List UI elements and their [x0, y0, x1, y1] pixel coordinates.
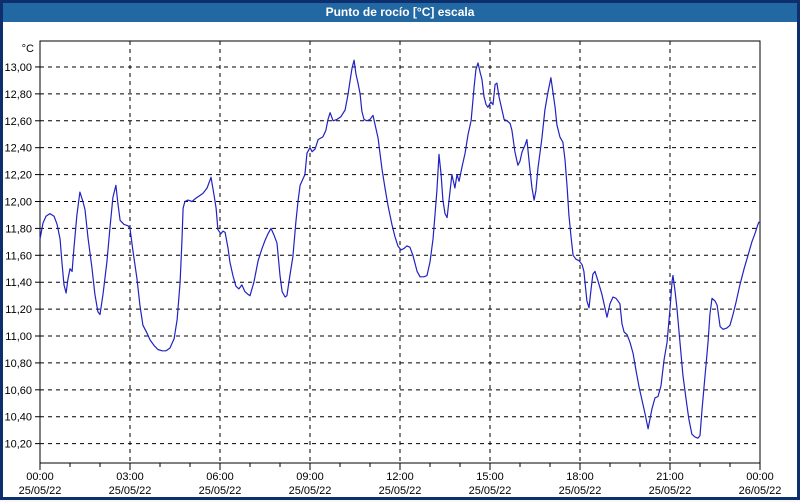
y-tick-label: 11,80 [5, 223, 32, 235]
y-tick-label: 12,00 [4, 196, 32, 208]
x-date-label: 25/05/22 [559, 485, 602, 497]
y-tick-label: 12,40 [4, 143, 32, 155]
y-unit-label: °C [22, 43, 34, 55]
x-date-label: 25/05/22 [379, 485, 422, 497]
x-date-label: 26/05/22 [739, 485, 782, 497]
x-time-label: 00:00 [746, 471, 774, 483]
x-date-label: 25/05/22 [649, 485, 692, 497]
x-date-label: 25/05/22 [109, 485, 152, 497]
y-tick-label: 10,80 [4, 358, 32, 370]
y-tick-label: 11,00 [5, 331, 32, 343]
y-tick-label: 10,40 [4, 412, 32, 424]
y-tick-label: 13,00 [4, 62, 32, 74]
chart-area: 13,00 12,80 12,60 12,40 12,20 12,00 11,80 11,60… [3, 22, 797, 497]
y-tick-label: 10,20 [4, 439, 32, 451]
x-time-label: 06:00 [206, 471, 234, 483]
dew-point-chart: 13,00 12,80 12,60 12,40 12,20 12,00 11,80 11,60… [4, 40, 782, 497]
y-tick-label: 12,20 [4, 170, 32, 182]
series-line [39, 59, 760, 439]
x-time-label: 15:00 [476, 471, 504, 483]
x-date-label: 25/05/22 [19, 485, 62, 497]
y-tick-label: 12,80 [4, 89, 32, 101]
x-date-label: 25/05/22 [289, 485, 332, 497]
x-time-label: 18:00 [566, 471, 594, 483]
y-tick-label: 11,60 [5, 250, 32, 262]
x-time-label: 00:00 [26, 471, 54, 483]
x-time-label: 09:00 [296, 471, 324, 483]
window-titlebar: Punto de rocío [°C] escala [3, 3, 797, 22]
x-time-label: 21:00 [656, 471, 684, 483]
y-tick-label: 11,40 [5, 277, 32, 289]
y-tick-label: 12,60 [4, 116, 32, 128]
x-time-label: 03:00 [116, 471, 144, 483]
x-date-label: 25/05/22 [199, 485, 242, 497]
x-time-label: 12:00 [386, 471, 414, 483]
window-title: Punto de rocío [°C] escala [325, 5, 475, 19]
x-date-label: 25/05/22 [469, 485, 512, 497]
y-tick-label: 10,60 [4, 385, 32, 397]
y-tick-label: 11,20 [5, 304, 32, 316]
plot-border [39, 40, 761, 464]
